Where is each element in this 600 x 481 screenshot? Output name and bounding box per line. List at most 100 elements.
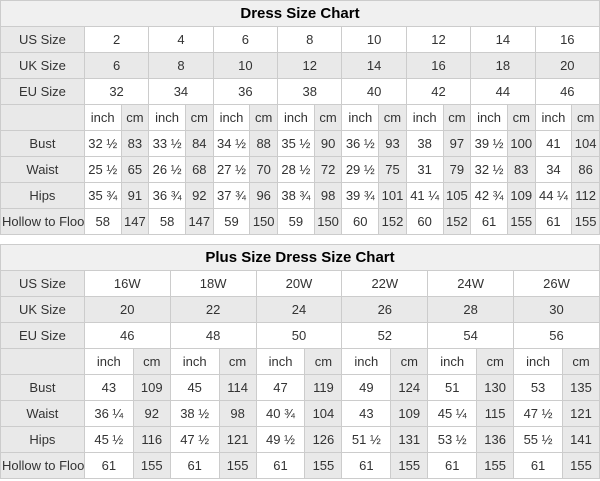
measure-cm-cell: 70 [249, 156, 279, 183]
measure-cm-cell: 100 [506, 130, 536, 157]
unit-inch-cell: inch [341, 348, 392, 375]
size-value-cell: 52 [341, 322, 429, 349]
measure-cm-cell: 155 [218, 452, 257, 479]
measure-inch-cell: 36 ¾ [148, 182, 186, 209]
table-title-row: Dress Size Chart [0, 0, 600, 27]
row-label: UK Size [0, 296, 85, 323]
measure-cm-cell: 79 [442, 156, 472, 183]
size-value-cell: 16W [83, 270, 171, 297]
unit-cm-cell: cm [304, 348, 343, 375]
measure-inch-cell: 51 ½ [341, 426, 392, 453]
size-value-cell: 16 [405, 52, 472, 79]
measure-inch-cell: 27 ½ [212, 156, 251, 183]
unit-cm-cell: cm [184, 104, 214, 131]
size-value-cell: 12 [405, 26, 472, 53]
unit-cm-cell: cm [562, 348, 600, 375]
size-value-cell: 22 [169, 296, 257, 323]
measure-inch-cell: 36 ½ [341, 130, 380, 157]
measure-cm-cell: 72 [313, 156, 343, 183]
unit-inch-cell: inch [212, 104, 251, 131]
unit-cm-cell: cm [132, 348, 171, 375]
size-value-cell: 8 [148, 52, 214, 79]
measure-inch-cell: 43 [83, 374, 134, 401]
unit-inch-cell: inch [277, 104, 315, 131]
table-title-row: Plus Size Dress Size Chart [0, 244, 600, 271]
size-value-cell: 20 [534, 52, 600, 79]
measure-inch-cell: 33 ½ [148, 130, 186, 157]
row-label: US Size [0, 270, 85, 297]
measure-cm-cell: 155 [571, 208, 600, 235]
measure-inch-cell: 37 ¾ [212, 182, 251, 209]
size-value-cell: 26W [513, 270, 600, 297]
measure-inch-cell: 47 [255, 374, 306, 401]
size-row: UK Size 6 8 10 12 14 16 18 20 [0, 52, 600, 79]
size-value-cell: 18 [470, 52, 536, 79]
measure-cm-cell: 92 [184, 182, 214, 209]
row-label: Hollow to Floor [0, 208, 85, 235]
row-label: UK Size [0, 52, 85, 79]
plus-size-dress-size-chart-table: Plus Size Dress Size Chart US Size 16W 18W… [0, 244, 600, 479]
measure-inch-cell: 61 [255, 452, 306, 479]
measure-cm-cell: 86 [571, 156, 600, 183]
unit-inch-cell: inch [255, 348, 306, 375]
measure-inch-cell: 38 ½ [169, 400, 220, 427]
measure-cm-cell: 147 [120, 208, 150, 235]
row-label: Hips [0, 426, 85, 453]
size-row: EU Size 46 48 50 52 54 56 [0, 322, 600, 349]
size-value-cell: 32 [83, 78, 150, 105]
table-title: Plus Size Dress Size Chart [0, 244, 600, 271]
measure-cm-cell: 98 [218, 400, 257, 427]
measure-cm-cell: 155 [390, 452, 429, 479]
size-value-cell: 42 [405, 78, 472, 105]
unit-inch-cell: inch [513, 348, 564, 375]
dress-size-chart-table: Dress Size Chart US Size 2 4 6 8 10 12 14 16 UK S… [0, 0, 600, 235]
measure-cm-cell: 84 [184, 130, 214, 157]
size-row: US Size 2 4 6 8 10 12 14 16 [0, 26, 600, 53]
measure-inch-cell: 42 ¾ [470, 182, 508, 209]
measure-cm-cell: 104 [571, 130, 600, 157]
size-value-cell: 38 [277, 78, 343, 105]
measure-inch-cell: 31 [405, 156, 444, 183]
table-title: Dress Size Chart [0, 0, 600, 27]
unit-cm-cell: cm [390, 348, 429, 375]
measure-cm-cell: 121 [562, 400, 600, 427]
size-value-cell: 4 [148, 26, 214, 53]
measure-inch-cell: 60 [341, 208, 380, 235]
dress-size-chart-body: Dress Size Chart US Size 2 4 6 8 10 12 14 16 UK S… [0, 0, 600, 235]
measure-inch-cell: 61 [169, 452, 220, 479]
measure-cm-cell: 109 [132, 374, 171, 401]
measure-cm-cell: 135 [562, 374, 600, 401]
measure-cm-cell: 155 [304, 452, 343, 479]
measure-cm-cell: 155 [132, 452, 171, 479]
size-row: US Size 16W 18W 20W 22W 24W 26W [0, 270, 600, 297]
size-row: EU Size 32 34 36 38 40 42 44 46 [0, 78, 600, 105]
measure-inch-cell: 34 ½ [212, 130, 251, 157]
size-value-cell: 30 [513, 296, 600, 323]
size-value-cell: 46 [534, 78, 600, 105]
measurement-row: Hips 45 ½ 116 47 ½ 121 49 ½ 126 51 ½ 131 53 ½ 136 5… [0, 426, 600, 453]
size-value-cell: 50 [255, 322, 343, 349]
size-value-cell: 26 [341, 296, 429, 323]
row-label: Hollow to Floor [0, 452, 85, 479]
size-value-cell: 20 [83, 296, 171, 323]
unit-header-row: inch cm inch cm inch cm inch cm inch cm inch cm [0, 348, 600, 375]
unit-inch-cell: inch [148, 104, 186, 131]
measure-inch-cell: 58 [148, 208, 186, 235]
measure-cm-cell: 152 [378, 208, 407, 235]
measure-cm-cell: 92 [132, 400, 171, 427]
unit-header-row: inch cm inch cm inch cm inch cm inch cm inch cm inch… [0, 104, 600, 131]
measure-cm-cell: 83 [506, 156, 536, 183]
unit-cm-cell: cm [442, 104, 472, 131]
plus-size-chart-body: Plus Size Dress Size Chart US Size 16W 18W… [0, 244, 600, 479]
measure-cm-cell: 155 [506, 208, 536, 235]
measure-inch-cell: 39 ¾ [341, 182, 380, 209]
measure-cm-cell: 147 [184, 208, 214, 235]
measure-cm-cell: 121 [218, 426, 257, 453]
measure-inch-cell: 29 ½ [341, 156, 380, 183]
unit-inch-cell: inch [83, 104, 122, 131]
measure-cm-cell: 155 [562, 452, 600, 479]
measurement-row: Waist 36 ¼ 92 38 ½ 98 40 ¾ 104 43 109 45 ¼ 115 47 ½… [0, 400, 600, 427]
size-value-cell: 18W [169, 270, 257, 297]
unit-inch-cell: inch [341, 104, 380, 131]
measure-inch-cell: 34 [534, 156, 573, 183]
